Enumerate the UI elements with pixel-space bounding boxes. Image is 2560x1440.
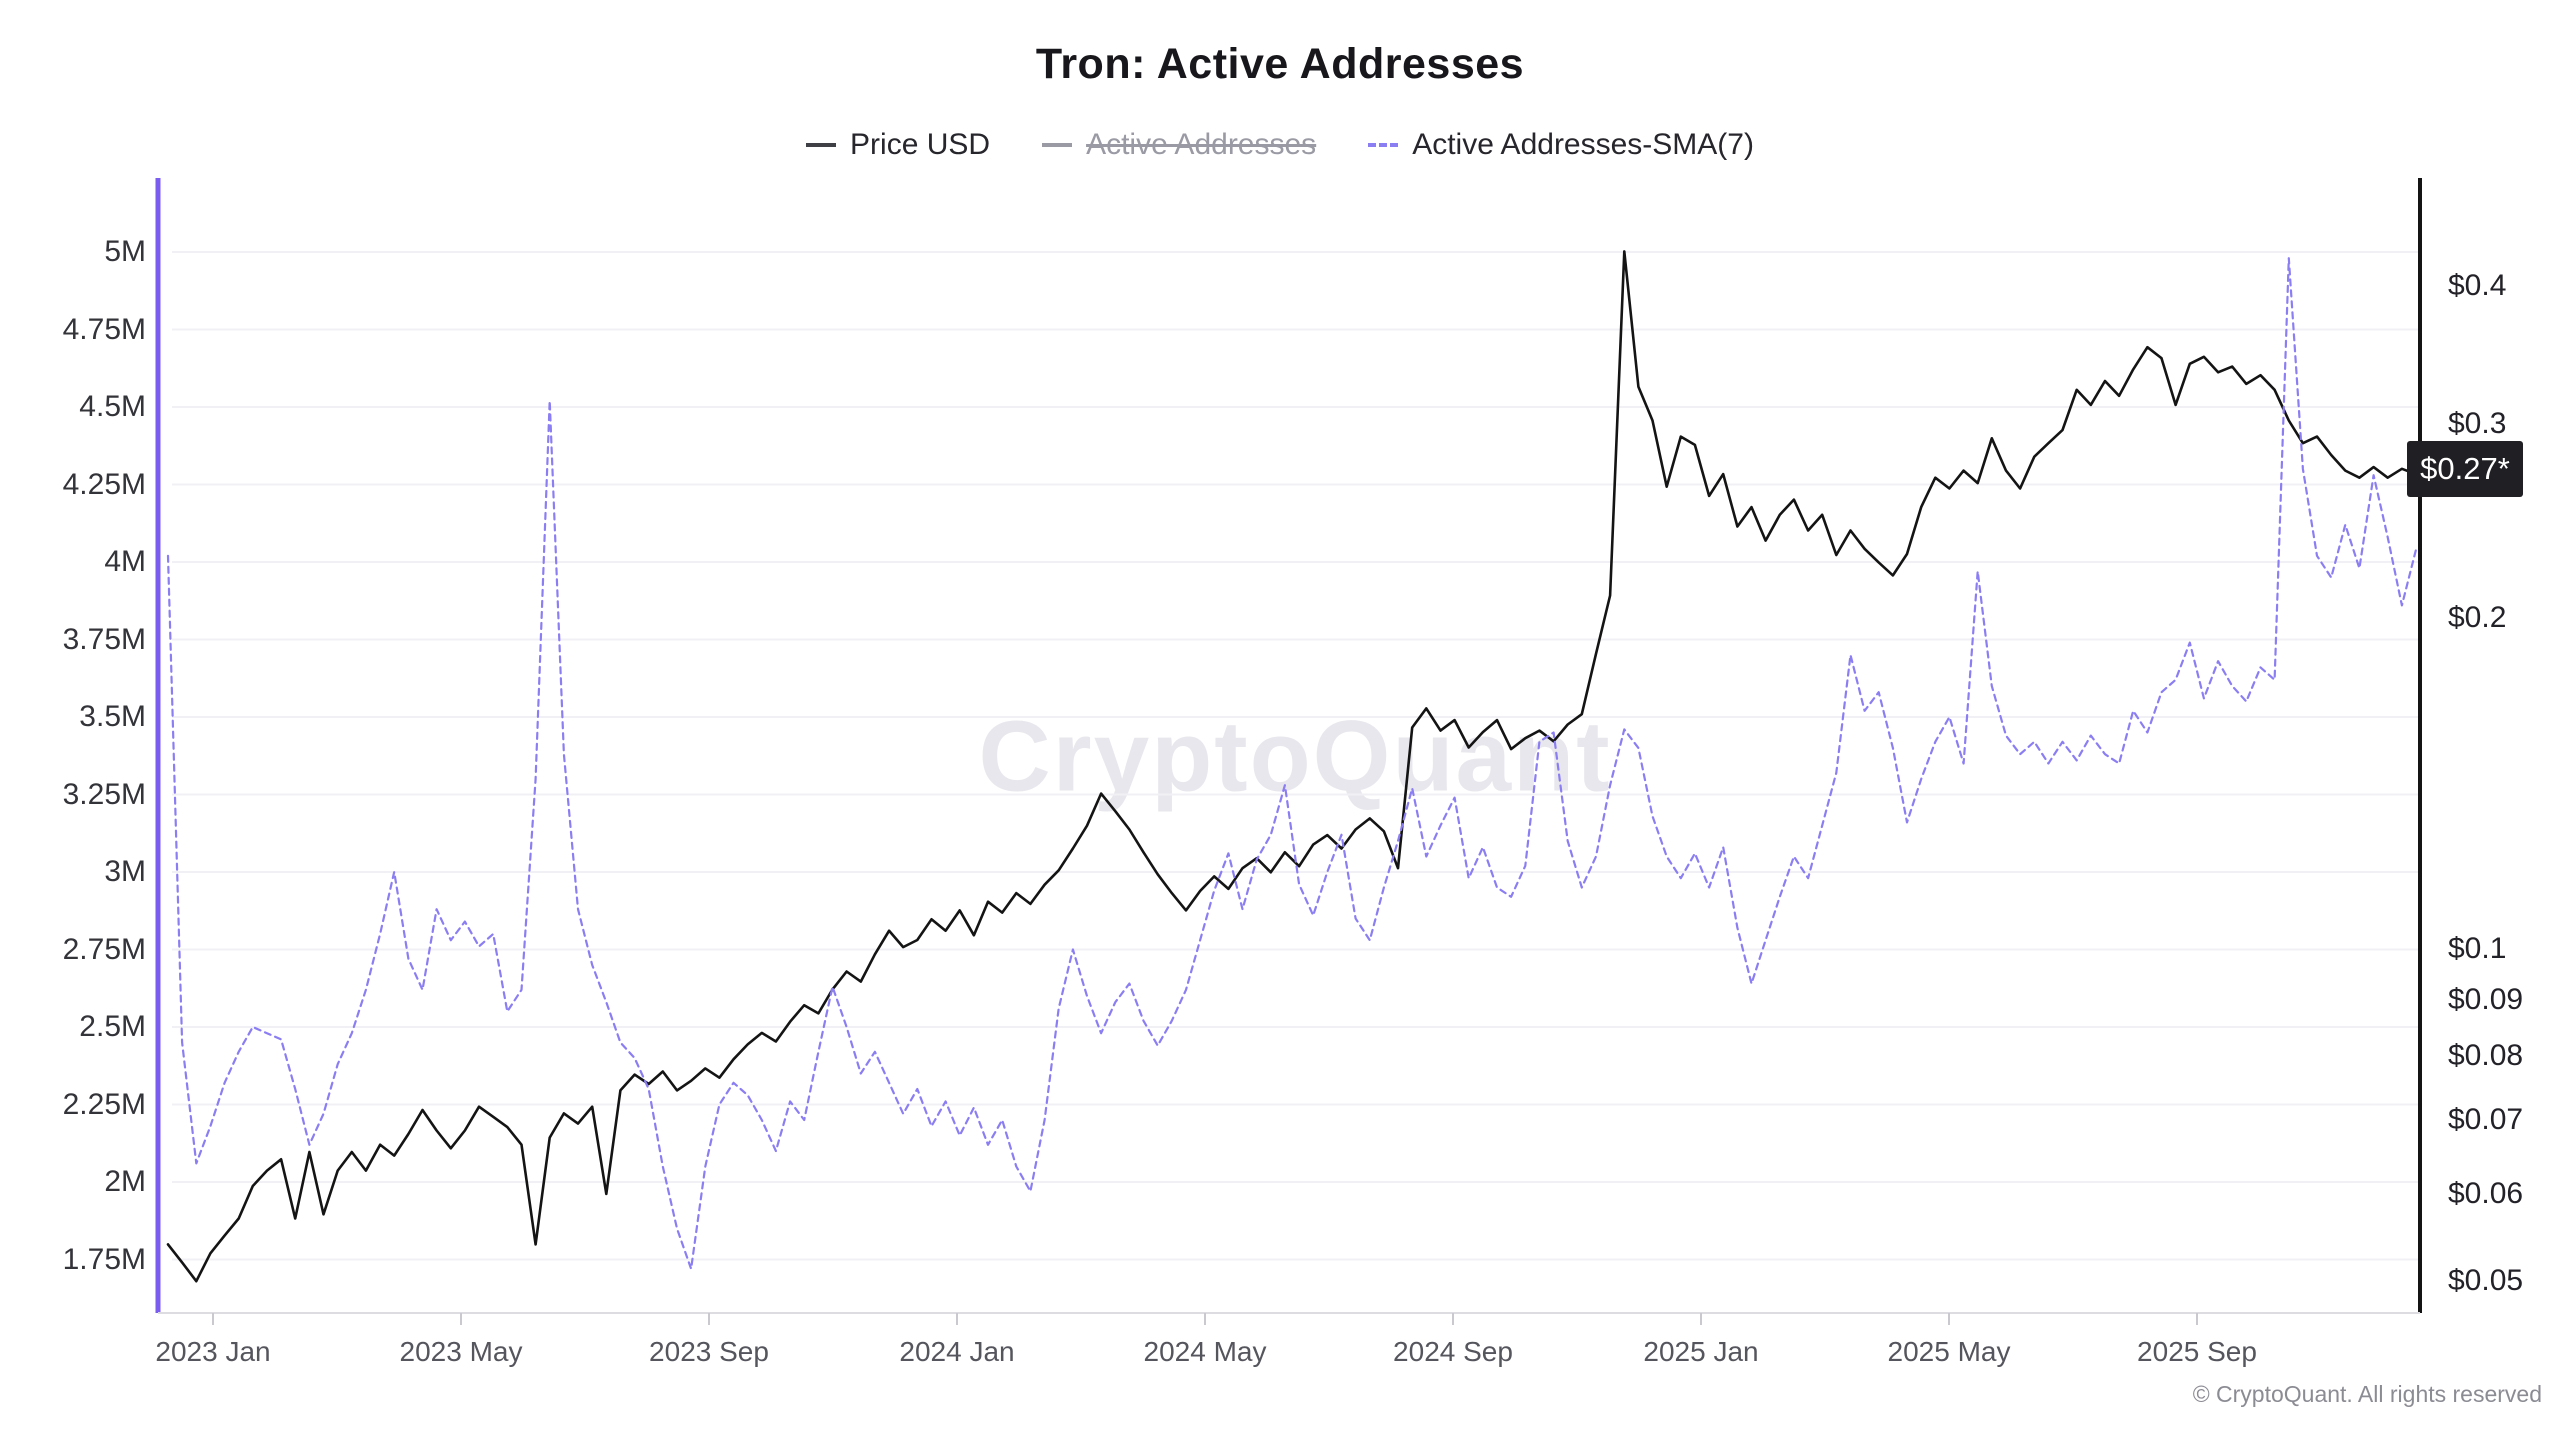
copyright: © CryptoQuant. All rights reserved xyxy=(2192,1381,2542,1407)
y-axis-label-right: $0.09 xyxy=(2448,982,2524,1016)
chart-legend: Price USD Active Addresses Active Addres… xyxy=(0,128,2560,162)
y-axis-label-left: 3.75M xyxy=(62,622,146,656)
legend-item-label: Price USD xyxy=(850,128,991,161)
legend-item-label: Active Addresses xyxy=(1086,128,1317,161)
legend-item-price-usd[interactable]: Price USD xyxy=(806,128,990,162)
y-axis-label-left: 4.75M xyxy=(62,312,146,346)
y-axis-label-left: 5M xyxy=(104,235,146,268)
y-axis-label-right: $0.05 xyxy=(2448,1264,2524,1298)
price-usd-marker-icon xyxy=(806,143,837,147)
x-axis-label: 2025 May xyxy=(1887,1336,2011,1367)
x-axis-label: 2023 Sep xyxy=(649,1336,769,1367)
y-axis-label-right: $0.3 xyxy=(2448,406,2507,440)
y-axis-label-right: $0.2 xyxy=(2448,600,2507,634)
y-axis-label-right: $0.4 xyxy=(2448,269,2507,302)
legend-item-label: Active Addresses-SMA(7) xyxy=(1412,128,1754,161)
last-price-badge: $0.27* xyxy=(2407,441,2523,497)
x-axis-label: 2024 Jan xyxy=(899,1336,1015,1367)
y-axis-label-left: 4.5M xyxy=(79,390,146,423)
y-axis-label-right: $0.08 xyxy=(2448,1039,2524,1073)
y-axis-label-right: $0.06 xyxy=(2448,1176,2524,1210)
legend-item-active-addresses-sma[interactable]: Active Addresses-SMA(7) xyxy=(1368,128,1754,162)
y-axis-label-left: 2.5M xyxy=(79,1010,146,1043)
x-axis-label: 2023 Jan xyxy=(155,1336,271,1367)
y-axis-label-left: 1.75M xyxy=(62,1242,146,1276)
page-title: Tron: Active Addresses xyxy=(1035,40,1525,88)
x-axis-label: 2025 Sep xyxy=(2137,1336,2257,1367)
x-axis-label: 2023 May xyxy=(399,1336,523,1367)
y-axis-label-left: 3.25M xyxy=(62,777,146,811)
y-axis-label-left: 4.25M xyxy=(62,467,146,501)
y-axis-label-left: 2.25M xyxy=(62,1087,146,1121)
legend-item-active-addresses[interactable]: Active Addresses xyxy=(1042,128,1316,162)
x-axis-label: 2025 Jan xyxy=(1643,1336,1759,1367)
price-usd-line xyxy=(166,250,2418,1283)
y-axis-label-left: 2M xyxy=(104,1165,146,1198)
y-axis-label-left: 2.75M xyxy=(62,932,146,966)
active-addresses-sma-line xyxy=(166,257,2418,1270)
sma-dashed-marker-icon xyxy=(1368,143,1399,147)
y-axis-label-left: 3.5M xyxy=(79,700,146,733)
y-axis-label-right: $0.07 xyxy=(2448,1103,2524,1137)
x-axis-label: 2024 Sep xyxy=(1393,1336,1513,1367)
x-axis-label: 2024 May xyxy=(1143,1336,1267,1367)
y-axis-label-left: 3M xyxy=(104,855,146,888)
active-addresses-marker-icon xyxy=(1042,143,1073,147)
y-axis-label-right: $0.1 xyxy=(2448,932,2507,966)
y-axis-label-left: 4M xyxy=(104,545,146,578)
